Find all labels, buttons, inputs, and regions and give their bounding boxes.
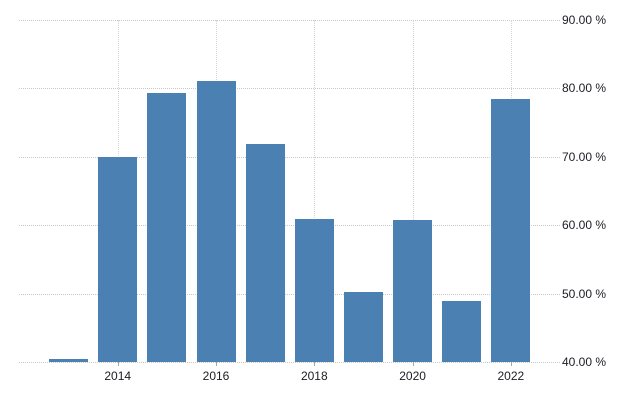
x-axis-tick <box>412 362 414 366</box>
gridline-horizontal <box>19 293 560 295</box>
x-axis-tick-label: 2014 <box>104 369 132 383</box>
bar-2016[interactable] <box>196 80 236 362</box>
y-axis-tick-label: 60.00 % <box>562 218 607 233</box>
bar-2021[interactable] <box>442 301 482 362</box>
x-axis-tick <box>117 362 119 366</box>
y-axis-tick-label: 70.00 % <box>562 149 607 164</box>
x-axis-tick-label: 2022 <box>497 369 525 383</box>
bar-2015[interactable] <box>147 92 187 362</box>
gridline-horizontal <box>19 20 560 21</box>
x-axis-tick <box>510 362 512 366</box>
bar-2022[interactable] <box>491 98 531 362</box>
bar-2013[interactable] <box>49 359 89 362</box>
bar-2019[interactable] <box>343 292 383 362</box>
gridline-vertical <box>314 20 316 362</box>
gridline-horizontal <box>19 362 560 363</box>
gridline-horizontal <box>19 225 560 227</box>
y-axis-tick-label: 80.00 % <box>562 81 607 96</box>
gridline-horizontal <box>19 156 560 158</box>
y-axis-tick-label: 50.00 % <box>562 286 607 301</box>
x-axis-tick <box>314 362 316 366</box>
gridline-vertical <box>412 20 414 362</box>
x-axis-tick-label: 2016 <box>202 369 230 383</box>
x-axis-tick-label: 2020 <box>399 369 426 383</box>
x-axis-tick <box>216 362 218 366</box>
bar-2020[interactable] <box>393 219 433 362</box>
y-axis-tick-label: 40.00 % <box>562 355 607 369</box>
gridline-horizontal <box>19 88 560 90</box>
bar-2018[interactable] <box>294 219 334 362</box>
bar-2014[interactable] <box>98 156 138 362</box>
bar-2017[interactable] <box>245 144 285 362</box>
y-axis-tick-label: 90.00 % <box>562 13 607 27</box>
x-axis-tick-label: 2018 <box>300 369 328 383</box>
plot-area <box>19 20 560 363</box>
